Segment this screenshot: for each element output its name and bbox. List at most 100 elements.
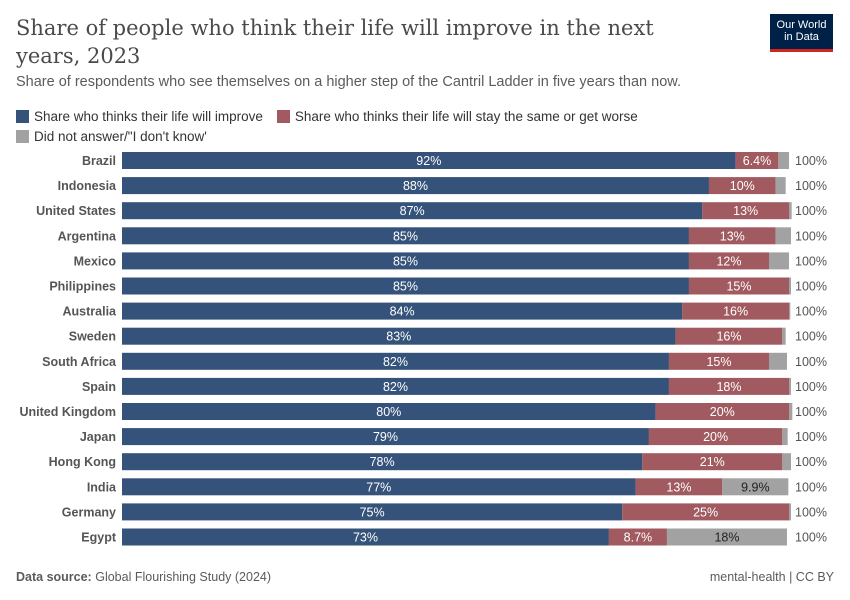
bar-segment[interactable] [122,528,609,546]
data-label: 82% [383,355,408,369]
bar-segment[interactable] [688,252,769,270]
data-label: 16% [716,330,741,344]
data-label: 21% [700,455,725,469]
bar-segment[interactable] [666,528,787,546]
total-label: 100% [795,154,827,168]
bar-segment[interactable] [122,177,709,195]
bar-segment[interactable] [122,302,683,320]
data-label: 18% [714,531,739,545]
total-label: 100% [795,505,827,519]
bar-segment[interactable] [122,453,643,471]
bar-segment[interactable] [122,327,676,345]
bar-segment[interactable] [782,453,792,471]
data-label: 88% [403,179,428,193]
bar-segment[interactable] [789,277,792,295]
data-label: 85% [393,229,418,243]
bar-segment[interactable] [622,503,789,521]
total-label: 100% [795,204,827,218]
data-label: 13% [733,204,758,218]
category-label: Spain [82,380,116,394]
legend-item[interactable]: Did not answer/"I don't know' [16,126,207,146]
bar-segment[interactable] [775,227,792,245]
bar-segment[interactable] [655,403,789,420]
category-label: Brazil [82,154,116,168]
bar-segment[interactable] [768,352,787,370]
total-label: 100% [795,355,827,369]
bar-segment[interactable] [122,403,656,420]
category-label: Mexico [74,254,117,268]
bar-segment[interactable] [635,478,723,496]
bar-segment[interactable] [122,277,689,295]
legend-label: Share who thinks their life will improve [34,108,263,124]
bar-segment[interactable] [668,352,769,370]
bar-segment[interactable] [608,528,667,546]
bar-segment[interactable] [735,152,779,169]
data-label: 13% [720,229,745,243]
bar-segment[interactable] [122,503,623,521]
data-label: 9.9% [741,480,770,494]
bar-segment[interactable] [789,503,792,521]
data-label: 18% [716,380,741,394]
total-label: 100% [795,405,827,419]
bar-segment[interactable] [775,177,786,195]
total-label: 100% [795,455,827,469]
total-label: 100% [795,305,827,319]
bar-segment[interactable] [789,202,792,220]
category-label: United Kingdom [19,405,116,419]
data-label: 83% [386,330,411,344]
total-label: 100% [795,229,827,243]
total-label: 100% [795,280,827,294]
source-link[interactable]: Global Flourishing Study (2024) [95,570,272,584]
data-label: 6.4% [743,154,772,168]
bar-segment[interactable] [702,202,789,220]
data-label: 25% [693,505,718,519]
bar-segment[interactable] [675,327,783,345]
data-label: 77% [366,480,391,494]
legend-label: Did not answer/"I don't know' [34,128,207,144]
bar-segment[interactable] [648,428,783,446]
data-source: Data source: Global Flourishing Study (2… [16,570,272,584]
legend-label: Share who thinks their life will stay th… [294,108,638,124]
category-label: Japan [80,430,116,444]
bar-segment[interactable] [122,152,736,169]
data-label: 85% [393,254,418,268]
bar-segment[interactable] [688,227,776,245]
bar-segment[interactable] [782,327,786,345]
bar-segment[interactable] [122,352,669,370]
bar-segment[interactable] [789,377,792,395]
bar-segment[interactable] [122,227,689,245]
bar-segment[interactable] [768,252,789,270]
bar-segment[interactable] [789,302,791,320]
bar-segment[interactable] [122,428,649,446]
bar-segment[interactable] [122,478,636,496]
legend-item[interactable]: Share who thinks their life will improve [16,106,263,126]
bar-segment[interactable] [789,403,793,420]
owid-logo[interactable]: Our World in Data [770,14,833,52]
bar-segment[interactable] [688,277,789,295]
bar-segment[interactable] [642,453,783,471]
bar-segment[interactable] [668,377,789,395]
bar-segment[interactable] [782,428,788,446]
total-label: 100% [795,380,827,394]
category-label: South Africa [42,355,117,369]
bar-segment[interactable] [722,478,789,496]
category-label: Australia [63,305,118,319]
footer-license[interactable]: mental-health | CC BY [709,570,834,584]
bar-segment[interactable] [122,377,669,395]
total-label: 100% [795,330,827,344]
bar-segment[interactable] [122,252,689,270]
bar-segment[interactable] [122,202,703,220]
bar-segment[interactable] [682,302,789,320]
data-label: 78% [370,455,395,469]
bar-segment[interactable] [778,152,789,169]
bar-segment[interactable] [708,177,776,195]
data-label: 75% [360,505,385,519]
data-label: 10% [730,179,755,193]
data-label: 92% [416,154,441,168]
total-label: 100% [795,254,827,268]
data-label: 73% [353,531,378,545]
total-label: 100% [795,531,827,545]
category-label: Egypt [81,531,117,545]
total-label: 100% [795,179,827,193]
legend-item[interactable]: Share who thinks their life will stay th… [276,106,638,126]
